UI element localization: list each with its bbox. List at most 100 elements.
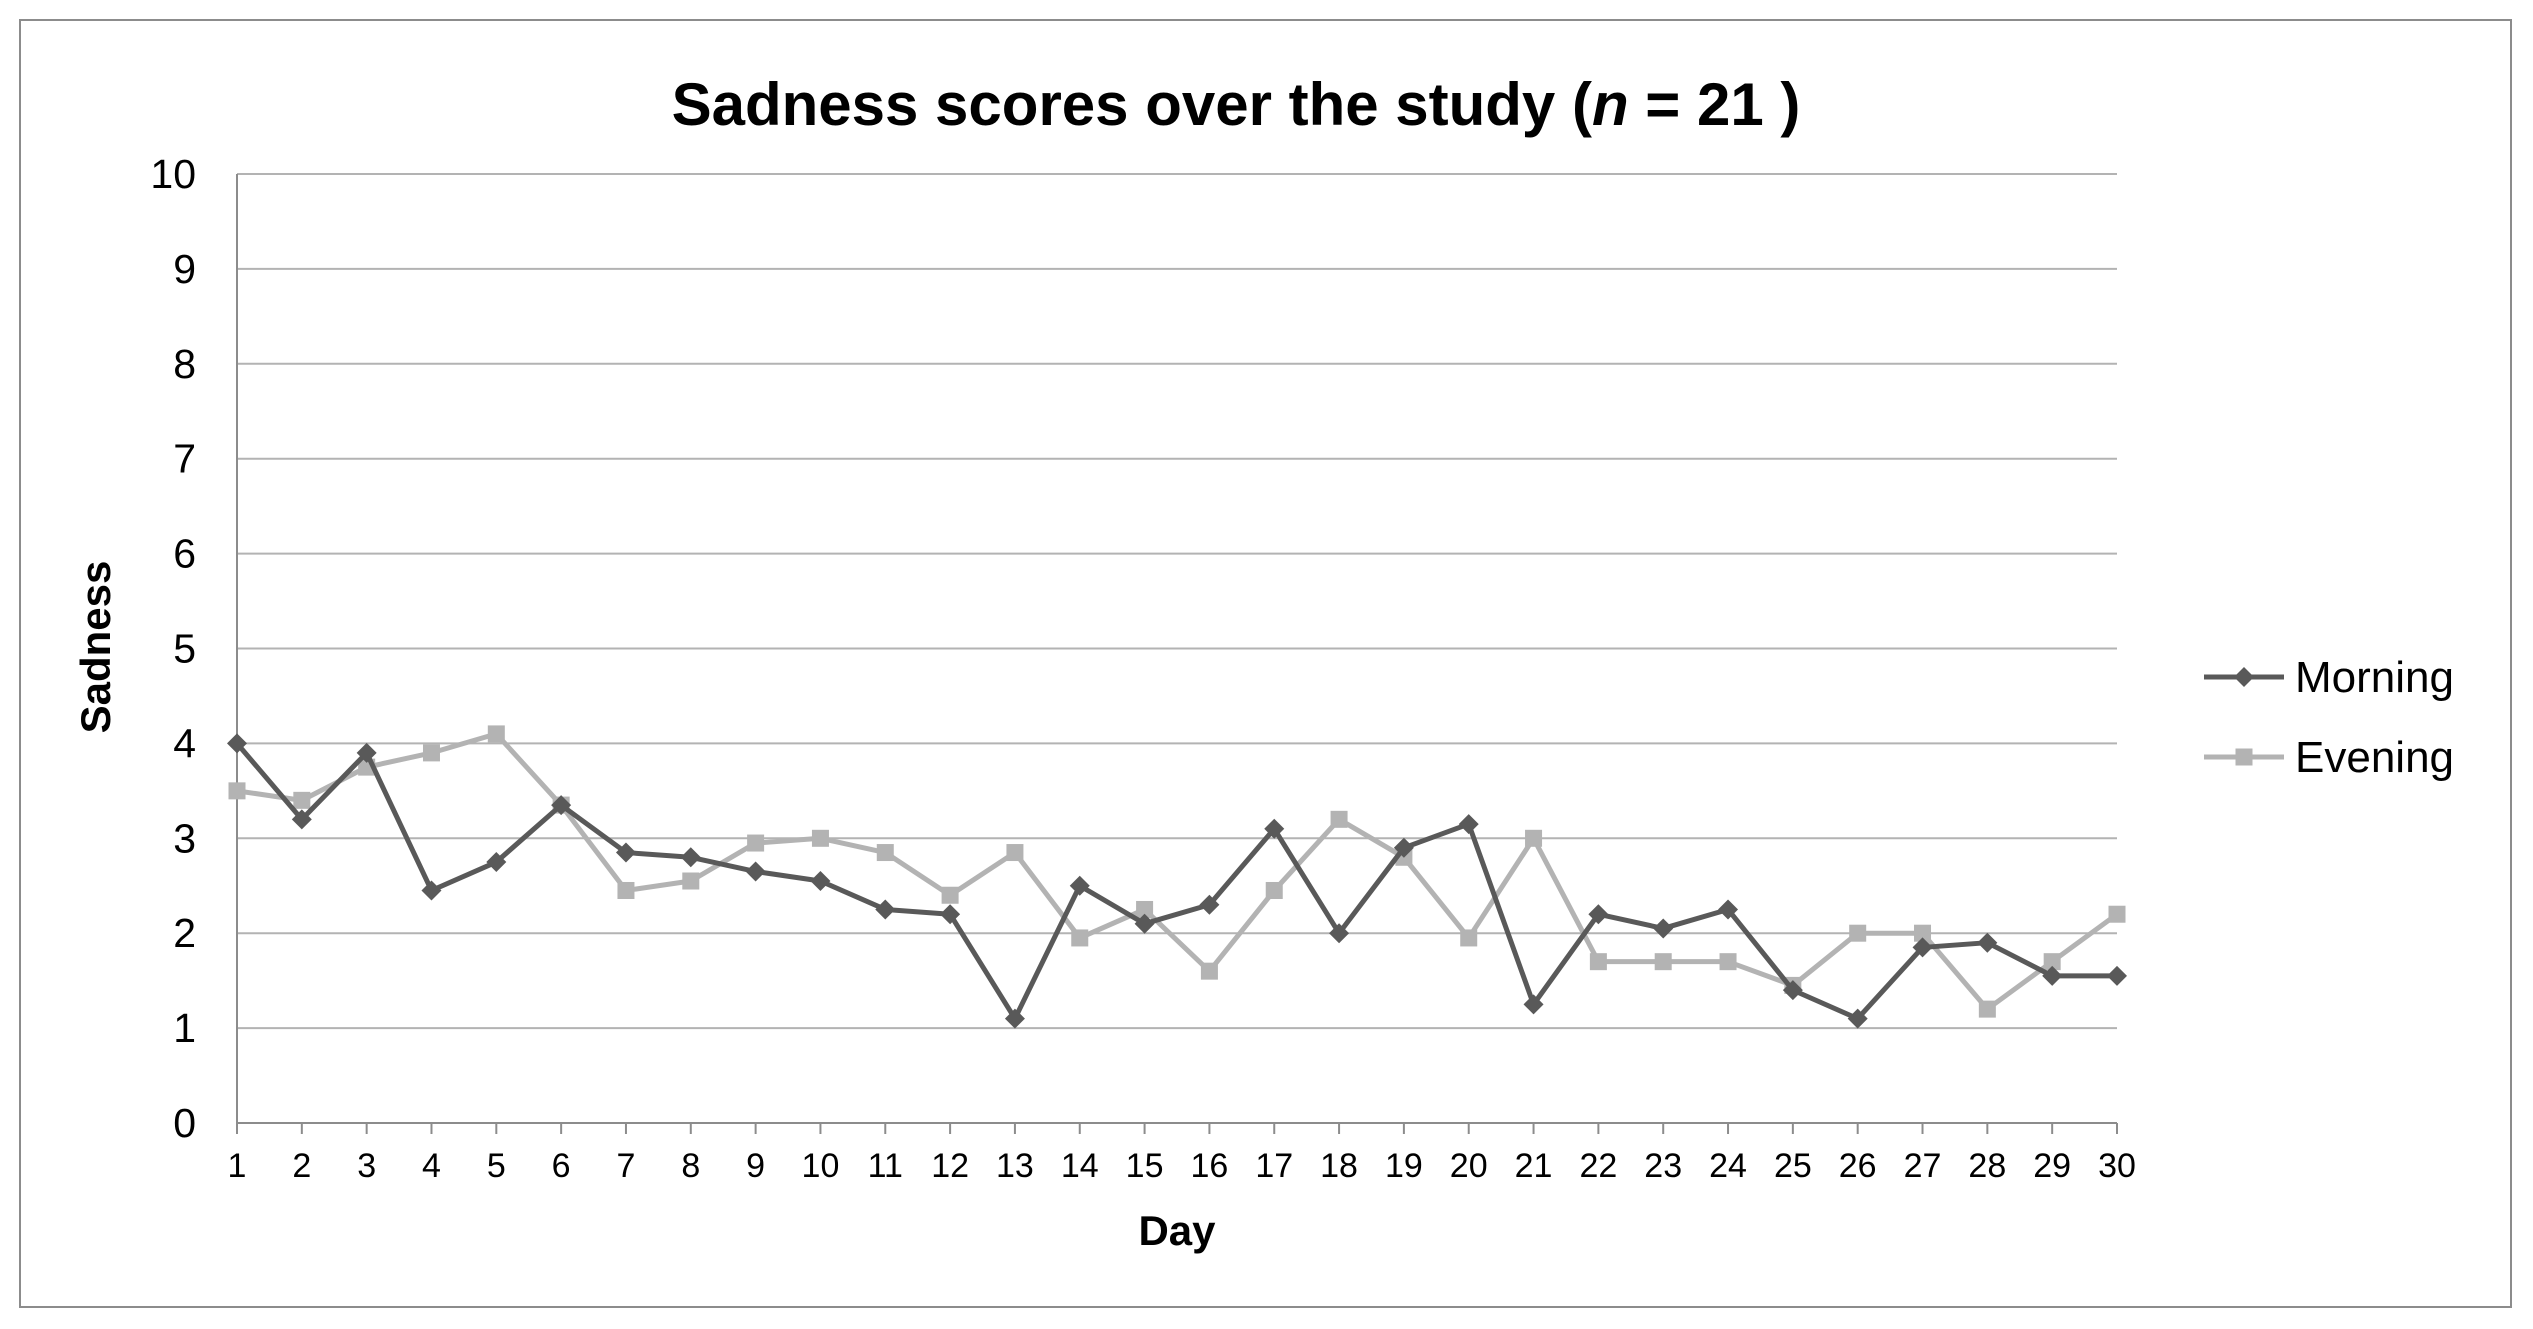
x-tick-label: 10 (802, 1147, 840, 1185)
morning-point (1912, 937, 1933, 958)
gridlines (237, 173, 2117, 1030)
y-tick-label: 4 (173, 720, 196, 766)
y-tick-label: 10 (150, 151, 196, 197)
morning-point (875, 899, 896, 920)
y-axis-label: Sadness (72, 561, 119, 734)
morning-point (1069, 875, 1090, 896)
x-tick-label: 8 (681, 1147, 700, 1185)
y-tick-label: 3 (173, 815, 196, 861)
morning-point (1004, 1008, 1025, 1029)
morning-point (1458, 814, 1479, 835)
legend-label: Evening (2295, 733, 2454, 782)
x-tick-label: 18 (1320, 1147, 1358, 1185)
x-tick-label: 11 (868, 1147, 903, 1185)
morning-point (486, 852, 507, 873)
evening-point (2108, 905, 2126, 923)
x-tick-label: 29 (2033, 1147, 2071, 1185)
series-evening (228, 725, 2126, 1018)
evening-point (682, 872, 700, 890)
x-tick-label: 15 (1126, 1147, 1164, 1185)
x-tick-label: 26 (1839, 1147, 1877, 1185)
evening-point (1978, 1000, 1996, 1018)
morning-point (680, 847, 701, 868)
x-tick-label: 7 (617, 1147, 636, 1185)
evening-point (1330, 810, 1348, 828)
x-tick-label: 24 (1709, 1147, 1747, 1185)
y-tick-label: 6 (173, 531, 196, 577)
evening-line (236, 731, 2119, 1012)
morning-point (1329, 923, 1350, 944)
y-tick-label: 5 (173, 626, 196, 672)
evening-point (422, 744, 440, 762)
y-tick-label: 0 (173, 1100, 196, 1146)
x-tick-label: 12 (931, 1147, 969, 1185)
x-tick-label: 3 (357, 1147, 376, 1185)
x-tick-label: 22 (1579, 1147, 1617, 1185)
evening-point (1589, 953, 1607, 971)
y-tick-label: 2 (173, 910, 196, 956)
evening-point (617, 881, 635, 899)
morning-point (291, 809, 312, 830)
morning-point (1847, 1008, 1868, 1029)
evening-point (1136, 900, 1154, 918)
morning-point (1523, 994, 1544, 1015)
morning-point (1199, 894, 1220, 915)
evening-point (1265, 881, 1283, 899)
legend-swatch-marker (2235, 748, 2253, 766)
y-tick-label: 8 (173, 341, 196, 387)
legend-label: Morning (2295, 653, 2454, 702)
evening-point (1654, 953, 1672, 971)
x-tick-labels: 1 2 3 4 5 6 7 8 9 10 11 12 13 14 15 16 17 18 19 20 21 22 23 24 2… (228, 1147, 2136, 1185)
evening-point (1006, 844, 1024, 862)
evening-point (1460, 929, 1478, 947)
legend-swatch-marker (2234, 667, 2254, 687)
x-tick-label: 20 (1450, 1147, 1488, 1185)
x-tick-label: 27 (1904, 1147, 1942, 1185)
series-morning (227, 733, 2127, 1029)
morning-point (2042, 965, 2063, 986)
chart-title-n: n (1592, 71, 1629, 138)
morning-point (1134, 913, 1155, 934)
x-tick-label: 16 (1190, 1147, 1228, 1185)
legend-item-evening: Evening (2204, 733, 2454, 782)
morning-point (1782, 980, 1803, 1001)
morning-point (421, 880, 442, 901)
y-tick-label: 1 (173, 1005, 196, 1051)
morning-point (810, 871, 831, 892)
x-tick-label: 4 (422, 1147, 441, 1185)
x-tick-label: 19 (1385, 1147, 1423, 1185)
chart-title: Sadness scores over the study (n = 21 ) (672, 71, 1801, 138)
morning-point (1718, 899, 1739, 920)
evening-point (941, 886, 959, 904)
x-tick-label: 1 (228, 1147, 247, 1185)
x-tick-label: 28 (1968, 1147, 2006, 1185)
series-group (227, 725, 2127, 1029)
evening-point (1719, 953, 1737, 971)
x-tick-label: 21 (1515, 1147, 1553, 1185)
legend-item-morning: Morning (2204, 653, 2454, 702)
x-tick-label: 9 (746, 1147, 765, 1185)
morning-point (615, 842, 636, 863)
x-tick-label: 30 (2098, 1147, 2136, 1185)
evening-point (876, 844, 894, 862)
x-tick-label: 6 (552, 1147, 571, 1185)
x-tick-label: 2 (292, 1147, 311, 1185)
morning-point (227, 733, 247, 754)
morning-point (1653, 918, 1674, 939)
chart-title-rest: = 21 ) (1629, 71, 1801, 138)
x-tick-label: 23 (1644, 1147, 1682, 1185)
evening-point (1849, 924, 1867, 942)
y-tick-label: 7 (173, 436, 196, 482)
evening-point (811, 829, 829, 847)
morning-point (1588, 904, 1609, 925)
evening-point (1914, 924, 1932, 942)
evening-point (1525, 829, 1543, 847)
x-tick-label: 13 (996, 1147, 1034, 1185)
legend: Morning Evening (2204, 653, 2454, 782)
y-tick-labels: 0 1 2 3 4 5 6 7 8 9 10 (150, 151, 196, 1146)
morning-point (2107, 965, 2127, 986)
axes (236, 174, 2118, 1134)
x-tick-label: 5 (487, 1147, 506, 1185)
morning-point (940, 904, 961, 925)
